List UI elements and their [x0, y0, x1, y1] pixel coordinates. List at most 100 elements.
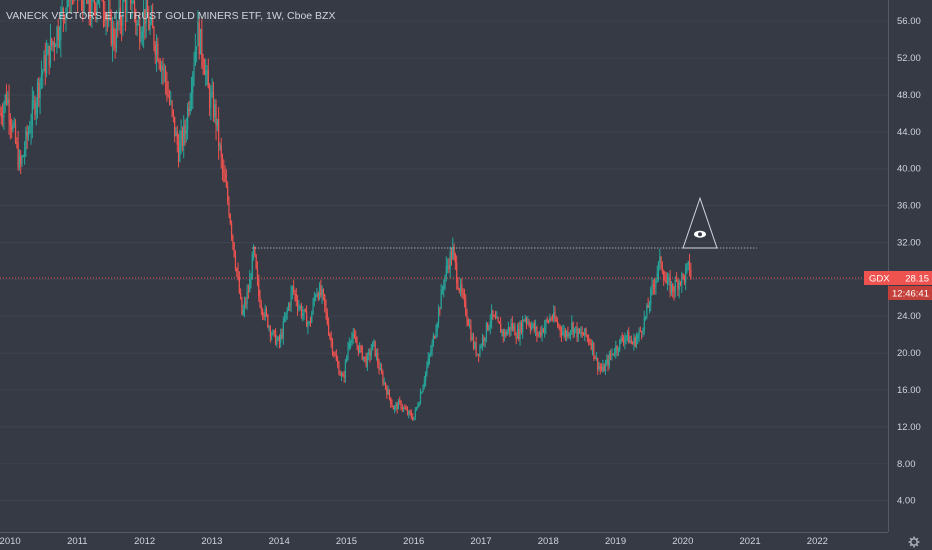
candle-body	[318, 286, 321, 299]
candle-body	[66, 0, 68, 8]
candle-body	[12, 124, 14, 131]
y-tick-label: 36.00	[897, 201, 921, 212]
candle-body	[337, 360, 339, 365]
candle-body	[96, 3, 98, 13]
candle-body	[205, 70, 207, 75]
candle-body	[559, 325, 561, 331]
settings-icon[interactable]	[910, 538, 918, 546]
candle-body	[180, 130, 182, 142]
candle-body	[594, 356, 596, 359]
candle-body	[206, 69, 208, 71]
candle-body	[382, 373, 384, 383]
candle-body	[538, 331, 541, 335]
candle-body	[168, 96, 171, 103]
candle-body	[630, 340, 632, 343]
candle-body	[417, 406, 419, 408]
candle-body	[484, 337, 486, 342]
candle-body	[471, 336, 473, 340]
candle-body	[118, 7, 120, 25]
y-tick-label: 16.00	[897, 385, 921, 396]
candle-body	[688, 261, 691, 270]
candle-body	[123, 0, 125, 2]
candle-body	[652, 284, 654, 287]
candle-body	[260, 306, 262, 310]
candle-body	[393, 406, 396, 410]
candle-body	[629, 340, 631, 344]
candle-body	[501, 330, 503, 334]
candle-body	[555, 319, 557, 322]
candle-body	[494, 316, 497, 319]
candle-body	[650, 289, 652, 305]
candle-body	[569, 330, 572, 334]
candle-body	[664, 279, 666, 281]
candle-body	[515, 335, 517, 339]
candle-body	[287, 304, 290, 310]
candle-body	[469, 325, 471, 327]
candle-body	[225, 181, 227, 187]
candle-body	[158, 60, 160, 64]
candle-body	[412, 417, 414, 420]
y-tick-label: 20.00	[897, 348, 921, 359]
candle-body	[202, 58, 204, 67]
candle-body	[434, 336, 436, 338]
candle-body	[651, 284, 653, 290]
candle-body	[82, 0, 84, 13]
y-tick-label: 56.00	[897, 16, 921, 27]
candle-body	[360, 346, 362, 348]
candle-body	[154, 45, 156, 55]
candle-body	[64, 15, 66, 21]
candle-body	[617, 350, 619, 352]
candle-body	[43, 54, 45, 72]
candle-body	[435, 331, 437, 338]
candle-body	[26, 131, 28, 137]
candle-body	[616, 346, 618, 351]
candle-body	[591, 342, 594, 349]
candle-body	[550, 318, 552, 320]
candle-body	[607, 359, 609, 366]
candle-body	[465, 299, 467, 315]
candle-body	[578, 328, 581, 333]
candle-body	[598, 366, 600, 369]
candle-body	[676, 279, 678, 282]
candle-body	[527, 321, 529, 323]
candle-body	[503, 332, 506, 336]
candle-body	[161, 66, 163, 71]
candle-body	[229, 215, 231, 224]
candle-body	[18, 155, 21, 168]
candle-body	[681, 273, 683, 285]
candle-body	[427, 358, 429, 367]
candle-body	[87, 0, 89, 4]
candle-body	[366, 354, 369, 367]
candle-body	[233, 242, 235, 257]
candle-body	[152, 16, 154, 29]
candle-body	[23, 150, 26, 156]
last-price-badge	[864, 270, 932, 285]
candle-body	[638, 330, 640, 336]
candle-body	[1, 116, 4, 118]
candle-body	[45, 54, 48, 74]
candle-body	[246, 292, 248, 304]
candle-body	[135, 13, 137, 26]
candle-body	[576, 326, 578, 338]
y-tick-label: 32.00	[897, 237, 921, 248]
candle-body	[466, 314, 468, 320]
candle-body	[241, 297, 243, 315]
candle-body	[378, 363, 380, 370]
candle-body	[437, 308, 440, 324]
candle-body	[459, 284, 462, 291]
candle-body	[133, 1, 136, 14]
candle-body	[144, 9, 146, 24]
candle-body	[665, 280, 667, 284]
candle-body	[642, 330, 644, 334]
candle-body	[110, 13, 112, 45]
candle-body	[421, 392, 423, 394]
candle-body	[117, 22, 119, 25]
candle-body	[302, 313, 304, 316]
candle-body	[457, 282, 459, 289]
candle-body	[105, 17, 107, 22]
eye-pupil	[698, 232, 702, 237]
candle-body	[585, 328, 587, 336]
candle-body	[281, 334, 283, 338]
